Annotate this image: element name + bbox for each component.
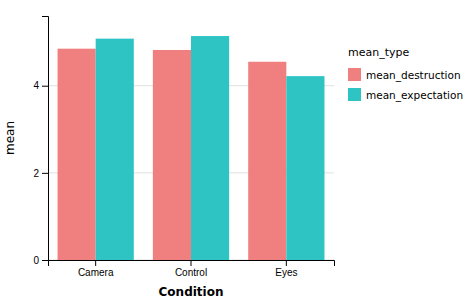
y-tick-label: 2 [33,168,39,179]
legend-title: mean_type [348,46,410,59]
x-tick-label: Camera [78,267,114,278]
x-axis-line [49,261,335,267]
chart-container: Camera Control Eyes 0 2 4 Condition mean mean_ty… [0,0,474,304]
bar-series [96,36,325,260]
bar [191,36,229,260]
y-tick: 2 [33,168,48,179]
y-tick: 4 [33,80,48,91]
legend-label: mean_destruction [366,69,461,82]
legend-swatch [348,68,361,81]
x-tick: Control [175,260,207,278]
bars [58,36,325,260]
bar [248,62,286,260]
y-tick: 0 [33,255,48,266]
bar-series [58,49,287,260]
plot-area: Camera Control Eyes 0 2 4 [33,17,334,279]
bar [153,50,191,260]
y-tick-mark [42,260,48,261]
legend-item: mean_destruction [348,68,461,82]
y-tick-label: 0 [33,255,39,266]
bar [286,76,324,260]
legend-item: mean_expectation [348,88,463,102]
x-tick-label: Eyes [275,267,297,278]
x-axis-title: Condition [159,285,224,299]
x-tick-label: Control [175,267,207,278]
x-tick: Eyes [275,260,297,278]
legend-label: mean_expectation [366,89,463,102]
x-tick-mark [286,260,287,266]
y-axis-title: mean [3,121,17,155]
y-tick-mark [42,86,48,87]
bar [96,39,134,260]
y-axis: 0 2 4 [33,17,48,266]
legend-swatch [348,88,361,101]
chart-svg: Camera Control Eyes 0 2 4 Condition mean mean_ty… [0,0,474,304]
legend: mean_type mean_destruction mean_expectatio… [348,46,463,102]
x-tick-mark [191,260,192,266]
y-tick-label: 4 [33,80,39,91]
y-axis-line [42,17,49,261]
y-tick-mark [42,173,48,174]
bar [58,49,96,260]
x-axis: Camera Control Eyes [49,260,335,278]
x-tick-mark [95,260,96,266]
x-tick: Camera [78,260,114,278]
